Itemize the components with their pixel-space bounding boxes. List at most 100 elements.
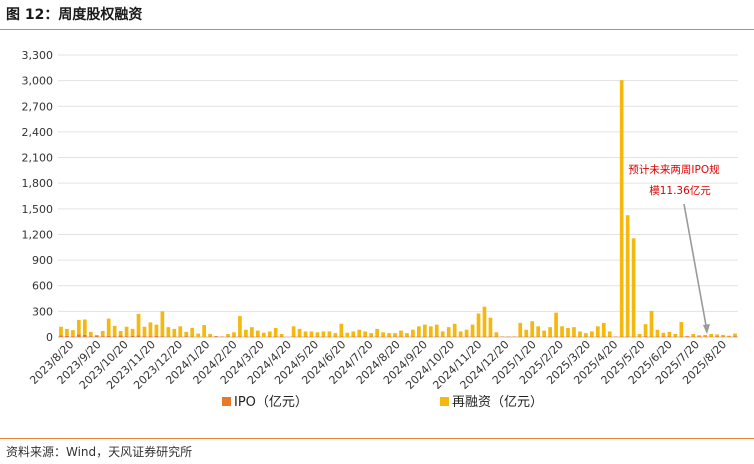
refinancing-bar (667, 331, 672, 337)
refinancing-bar (100, 331, 105, 337)
ipo-bar (661, 336, 666, 337)
refinancing-bar (542, 330, 546, 337)
ipo-bar (124, 336, 129, 337)
refinancing-bar (524, 329, 529, 337)
y-tick-label: 3,300 (22, 49, 54, 62)
refinancing-bar (566, 328, 570, 337)
refinancing-bar (625, 215, 630, 337)
refinancing-bar (619, 80, 624, 337)
refinancing-bar (65, 328, 69, 336)
refinancing-bar (339, 323, 344, 337)
refinancing-bar (267, 331, 272, 337)
refinancing-bar (351, 331, 356, 337)
refinancing-bar (572, 327, 576, 337)
figure-title: 图 12：周度股权融资 (6, 7, 143, 23)
refinancing-bar (345, 332, 350, 337)
refinancing-bar (154, 324, 159, 336)
refinancing-bar (440, 331, 445, 337)
refinancing-bar (208, 334, 212, 337)
refinancing-bar (417, 326, 421, 337)
annotation-arrowhead (703, 324, 710, 334)
ipo-bar (71, 336, 75, 337)
refinancing-bar (82, 319, 87, 335)
refinancing-bar (434, 324, 439, 337)
refinancing-bar (226, 334, 230, 337)
refinancing-bar (333, 333, 338, 337)
refinancing-bar (202, 325, 206, 337)
refinancing-bar (255, 330, 260, 337)
legend-ipo-swatch (222, 397, 231, 406)
ipo-bar (214, 336, 218, 337)
ipo-bar (697, 336, 702, 337)
annotation-arrow (683, 203, 708, 332)
refinancing-bar (464, 329, 469, 337)
refinancing-bar (327, 331, 332, 337)
refinancing-bar (554, 312, 558, 337)
ipo-bar (65, 335, 69, 337)
ipo-bar (667, 336, 672, 337)
refinancing-bar (721, 334, 725, 337)
y-tick-label: 900 (32, 254, 53, 267)
refinancing-bar (655, 329, 660, 337)
ipo-bar (130, 335, 135, 337)
refinancing-bar (136, 313, 141, 336)
refinancing-bar (697, 335, 702, 337)
y-tick-label: 1,500 (22, 203, 54, 216)
x-axis: 2023/8/202023/9/202023/10/202023/11/2020… (27, 338, 729, 392)
refinancing-bar (172, 328, 177, 337)
refinancing-bar (244, 329, 248, 337)
refinancing-bar (160, 311, 165, 337)
annotation-line-2: 模11.36亿元 (649, 184, 711, 197)
refinancing-bar (71, 330, 75, 337)
refinancing-bar (411, 329, 415, 337)
ipo-bar (715, 336, 719, 337)
refinancing-bar (607, 331, 612, 337)
refinancing-bar (297, 328, 302, 337)
y-tick-label: 1,800 (22, 177, 54, 190)
ipo-bar (112, 336, 117, 337)
refinancing-bar (649, 310, 654, 337)
ipo-bar (142, 336, 147, 337)
refinancing-bar (446, 327, 451, 337)
refinancing-bar (560, 326, 564, 337)
refinancing-bar (584, 333, 588, 337)
refinancing-bar (536, 326, 541, 337)
weekly-equity-financing-chart: 0 300 600 900 1,200 1,500 1,800 2,100 2,400 2,700… (22, 49, 738, 410)
refinancing-bar (405, 333, 409, 337)
ipo-bar (685, 336, 690, 337)
refinancing-bar (279, 334, 284, 337)
refinancing-bar (303, 331, 308, 337)
refinancing-bar (232, 332, 236, 337)
refinancing-bar (637, 334, 642, 337)
refinancing-bar (118, 331, 123, 336)
refinancing-bar (595, 326, 600, 337)
ipo-bar (100, 336, 105, 337)
ipo-bar (148, 336, 153, 337)
title-rule (0, 29, 754, 30)
y-tick-label: 2,400 (22, 126, 54, 139)
gridlines (58, 54, 738, 338)
chart-legend: IPO（亿元） 再融资（亿元） (222, 395, 543, 410)
refinancing-bar (703, 334, 708, 337)
source-note: 资料来源：Wind，天风证券研究所 (6, 445, 193, 459)
y-tick-label: 0 (46, 331, 53, 344)
refinancing-bar (715, 334, 719, 337)
refinancing-bar (261, 332, 266, 337)
refinancing-bar (518, 322, 523, 337)
refinancing-bar (148, 322, 153, 337)
y-axis: 0 300 600 900 1,200 1,500 1,800 2,100 2,400 2,700… (22, 49, 54, 344)
ipo-bar (136, 335, 141, 337)
refinancing-bar (130, 328, 135, 336)
refinancing-bar (393, 333, 397, 337)
refinancing-bar (238, 316, 242, 337)
ipo-bar (160, 336, 165, 337)
refinancing-bar (643, 324, 648, 337)
refinancing-bar (184, 331, 189, 337)
legend-refinancing-label: 再融资（亿元） (452, 395, 543, 410)
refinancing-bar (548, 327, 552, 337)
refinancing-bar (124, 326, 129, 337)
refinancing-bar (291, 326, 296, 337)
refinancing-bar (590, 331, 594, 337)
refinancing-bar (476, 313, 481, 337)
